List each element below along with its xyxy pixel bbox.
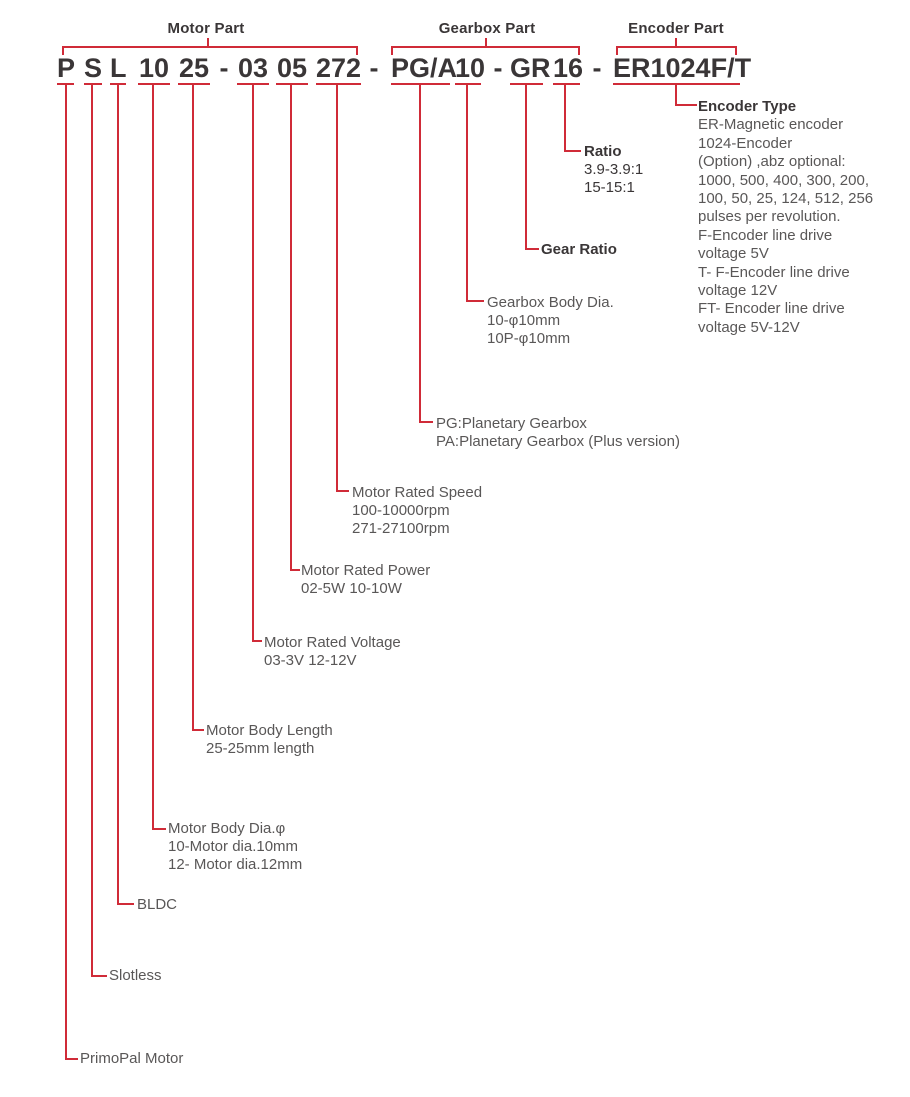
- section-label-motor-part: Motor Part: [167, 20, 245, 37]
- leader-line-gr: [525, 85, 527, 250]
- bracket-tick-gearbox: [485, 38, 487, 46]
- code-token-s: S: [84, 53, 103, 83]
- underline-16: [553, 83, 580, 85]
- underline-25: [178, 83, 210, 85]
- leader-line-272: [336, 85, 338, 492]
- code-token-p: P: [57, 53, 76, 83]
- leader-elbow-gr: [525, 248, 539, 250]
- underline-05: [276, 83, 308, 85]
- code-dash-3: -: [493, 53, 503, 83]
- code-dash-2: -: [369, 53, 379, 83]
- leader-line-10: [152, 85, 154, 830]
- underline-s: [84, 83, 102, 85]
- leader-line-p: [65, 85, 67, 1060]
- callout-motor-body-length: Motor Body Length 25-25mm length: [206, 722, 333, 757]
- leader-elbow-03: [252, 640, 262, 642]
- code-token-pga: PG/A: [391, 53, 458, 83]
- callout-bldc: BLDC: [137, 896, 178, 913]
- bracket-tick-encoder: [675, 38, 677, 46]
- underline-pga: [391, 83, 450, 85]
- code-token-gr: GR: [510, 53, 551, 83]
- callout-motor-rated-voltage: Motor Rated Voltage 03-3V 12-12V: [264, 634, 401, 669]
- leader-elbow-p: [65, 1058, 78, 1060]
- leader-elbow-pga: [419, 421, 433, 423]
- code-token-l: L: [110, 53, 127, 83]
- leader-line-pga: [419, 85, 421, 423]
- underline-er: [613, 83, 740, 85]
- code-dash-4: -: [592, 53, 602, 83]
- code-token-272: 272: [316, 53, 362, 83]
- callout-ratio-title: Ratio: [584, 143, 622, 160]
- callout-gearbox-body-dia: Gearbox Body Dia. 10-φ10mm 10P-φ10mm: [487, 294, 614, 347]
- code-dash-1: -: [219, 53, 229, 83]
- leader-line-03: [252, 85, 254, 642]
- callout-gear-ratio: Gear Ratio: [541, 241, 617, 259]
- bracket-gearbox-part: [391, 46, 580, 55]
- bracket-tick-motor: [207, 38, 209, 46]
- code-token-gearbox-10: 10: [455, 53, 486, 83]
- code-token-10: 10: [138, 53, 170, 83]
- callout-encoder-type: Encoder Type ER-Magnetic encoder 1024-En…: [698, 98, 874, 336]
- callout-motor-rated-speed: Motor Rated Speed 100-10000rpm 271-27100…: [352, 484, 483, 537]
- leader-elbow-10: [152, 828, 166, 830]
- callout-motor-body-dia: Motor Body Dia.φ 10-Motor dia.10mm 12- M…: [168, 820, 303, 873]
- callout-motor-rated-power: Motor Rated Power 02-5W 10-10W: [301, 562, 431, 597]
- code-token-25: 25: [178, 53, 210, 83]
- leader-elbow-s: [91, 975, 107, 977]
- section-label-gearbox-part: Gearbox Part: [438, 20, 536, 37]
- leader-line-05: [290, 85, 292, 571]
- callout-ratio: Ratio 3.9-3.9:1 15-15:1: [584, 143, 644, 196]
- leader-elbow-25: [192, 729, 204, 731]
- leader-elbow-er: [675, 104, 697, 106]
- code-token-05: 05: [276, 53, 308, 83]
- leader-elbow-l: [117, 903, 134, 905]
- callout-gearbox-type: PG:Planetary Gearbox PA:Planetary Gearbo…: [436, 415, 680, 450]
- leader-line-l: [117, 85, 119, 905]
- code-token-16: 16: [553, 53, 584, 83]
- bracket-motor-part: [62, 46, 358, 55]
- leader-elbow-gearbox-10: [466, 300, 484, 302]
- callout-encoder-type-title: Encoder Type: [698, 98, 797, 115]
- leader-elbow-16: [564, 150, 581, 152]
- leader-line-gearbox-10: [466, 85, 468, 302]
- leader-line-s: [91, 85, 93, 977]
- callout-primopal-motor: PrimoPal Motor: [80, 1050, 184, 1067]
- code-token-er1024ft: ER1024F/T: [613, 53, 752, 83]
- section-label-encoder-part: Encoder Part: [628, 20, 724, 37]
- code-token-03: 03: [237, 53, 269, 83]
- underline-p: [57, 83, 74, 85]
- underline-gearbox-10: [455, 83, 481, 85]
- underline-l: [110, 83, 126, 85]
- bracket-encoder-part: [616, 46, 737, 55]
- leader-line-25: [192, 85, 194, 731]
- underline-03: [237, 83, 269, 85]
- underline-272: [316, 83, 361, 85]
- leader-line-er: [675, 85, 677, 106]
- underline-10: [138, 83, 170, 85]
- underline-gr: [510, 83, 543, 85]
- callout-gear-ratio-title: Gear Ratio: [541, 241, 617, 258]
- leader-elbow-272: [336, 490, 349, 492]
- leader-elbow-05: [290, 569, 300, 571]
- callout-slotless: Slotless: [109, 967, 162, 984]
- leader-line-16: [564, 85, 566, 152]
